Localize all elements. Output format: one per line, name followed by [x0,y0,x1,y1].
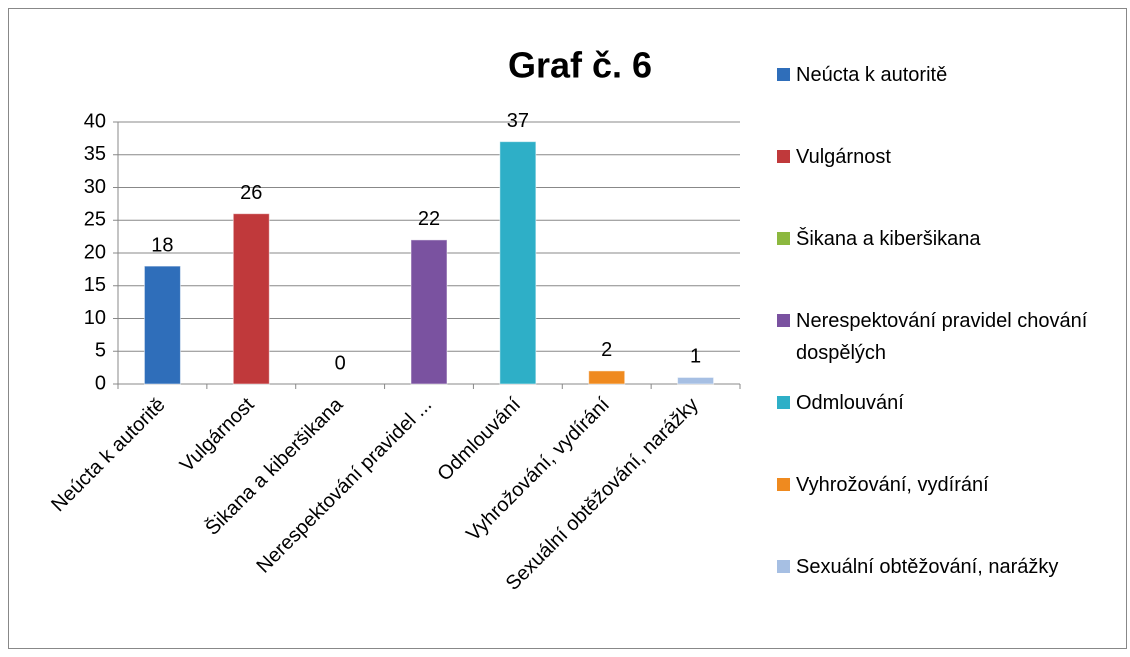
data-label: 0 [335,352,346,374]
chart-border [8,8,1127,649]
legend-entry: Šikana a kiberšikana [777,223,1112,255]
bar [410,239,448,385]
legend-swatch [777,314,790,327]
legend-label: Vyhrožování, vydírání [796,474,989,496]
data-label: 37 [507,110,529,132]
legend-swatch [777,396,790,409]
chart-title: Graf č. 6 [508,45,652,86]
legend-label: Nerespektování pravidel chování dospělýc… [796,310,1088,364]
legend-entry: Vyhrožování, vydírání [777,469,1112,501]
y-tick-label: 25 [84,209,106,231]
legend-label: Neúcta k autoritě [796,64,948,86]
y-tick-label: 10 [84,307,106,329]
legend-swatch [777,150,790,163]
bar [677,376,715,385]
bar [499,141,537,385]
y-tick-label: 0 [95,372,106,394]
bar [143,265,181,385]
data-label: 18 [151,234,173,256]
legend-entry: Neúcta k autoritě [777,59,1112,91]
y-tick-label: 30 [84,176,106,198]
legend-swatch [777,478,790,491]
y-tick-label: 35 [84,143,106,165]
data-label: 26 [240,182,262,204]
y-tick-label: 20 [84,241,106,263]
legend-entry: Odmlouvání [777,387,1112,419]
legend-label: Sexuální obtěžování, narážky [796,556,1059,578]
legend-swatch [777,68,790,81]
data-label: 1 [690,346,701,368]
y-tick-label: 15 [84,274,106,296]
data-label: 2 [601,339,612,361]
bar [588,370,626,385]
legend-entry: Vulgárnost [777,141,1112,173]
bar [232,213,270,385]
legend-label: Odmlouvání [796,392,904,414]
y-tick-label: 5 [95,340,106,362]
legend-entry: Nerespektování pravidel chování dospělýc… [777,305,1112,369]
legend-swatch [777,232,790,245]
data-label: 22 [418,208,440,230]
legend-entry: Sexuální obtěžování, narážky [777,551,1112,583]
y-tick-label: 40 [84,110,106,132]
legend-label: Šikana a kiberšikana [796,228,981,250]
legend-swatch [777,560,790,573]
legend-label: Vulgárnost [796,146,891,168]
